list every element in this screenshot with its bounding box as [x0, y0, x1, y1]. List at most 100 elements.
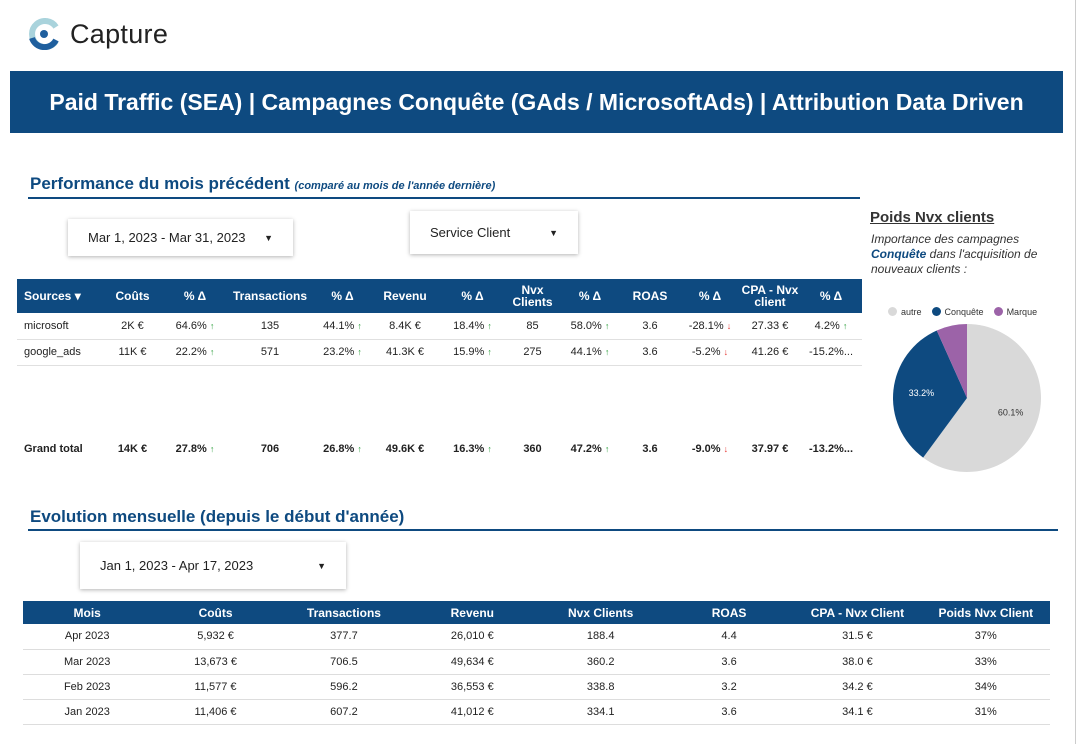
- table-row: Jan 2023 11,406 €607.2 41,012 €334.1 3.6 34.…: [23, 699, 1050, 725]
- capture-logo-icon: [29, 18, 59, 50]
- table-cell: 14K €: [100, 437, 165, 461]
- cell-value: 58.0%: [570, 319, 602, 332]
- table-cell: 26,010 €: [408, 624, 537, 650]
- legend-item: Conquête: [931, 307, 984, 317]
- legend-swatch: [993, 307, 1003, 316]
- arrow-up-icon: ↑: [209, 320, 215, 331]
- sources-sort-header[interactable]: Sources ▾: [17, 279, 100, 313]
- arrow-down-icon: ↓: [726, 320, 732, 331]
- logo-text: Capture: [70, 18, 169, 49]
- column-header: % Δ: [440, 279, 505, 313]
- section-performance-title: Performance du mois précédent (comparé a…: [30, 174, 495, 194]
- table-cell: -28.1% ↓: [680, 313, 740, 340]
- cell-value: 275: [523, 346, 542, 358]
- cell-value: 2K €: [121, 319, 144, 332]
- cell-value: 16.3%: [453, 443, 485, 455]
- arrow-up-icon: ↑: [209, 444, 215, 454]
- column-header: ROAS: [664, 601, 794, 624]
- table-cell: 27.33 €: [740, 313, 800, 340]
- cell-value: 64.6%: [175, 319, 207, 332]
- cell-value: -28.1%: [688, 319, 724, 332]
- legend-swatch: [888, 307, 897, 316]
- service-dropdown[interactable]: Service Client ▼: [410, 211, 578, 254]
- column-header: Revenu: [408, 601, 537, 624]
- monthly-table: Mois Coûts Transactions Revenu Nvx Clients RO…: [23, 601, 1050, 725]
- divider: [28, 197, 860, 199]
- spacer: [17, 365, 862, 437]
- table-cell: 47.2% ↑: [560, 437, 620, 461]
- cell-value: 14K €: [117, 443, 148, 455]
- cell-value: 22.2%: [175, 346, 207, 358]
- pie-slice-autre[interactable]: [923, 324, 1041, 472]
- table-cell: 49.6K €: [370, 437, 440, 461]
- column-header: % Δ: [165, 279, 225, 313]
- table-cell: 3.2: [664, 674, 794, 700]
- page-banner: Paid Traffic (SEA) | Campagnes Conquête …: [10, 71, 1063, 133]
- table-cell: 31.5 €: [793, 624, 922, 650]
- column-header: Revenu: [370, 279, 440, 313]
- cell-value: -5.2%: [691, 346, 721, 358]
- cell-value: 571: [260, 346, 280, 358]
- pie-subtitle: Importance des campagnes Conquête dans l…: [871, 232, 1038, 276]
- table-cell: 44.1% ↑: [315, 313, 370, 340]
- column-header: % Δ: [680, 279, 740, 313]
- cell-value: 37.97 €: [751, 443, 789, 455]
- table-cell: -15.2%...: [800, 339, 862, 366]
- table-cell: 8.4K €: [370, 313, 440, 340]
- date-range-dropdown[interactable]: Mar 1, 2023 - Mar 31, 2023 ▼: [68, 219, 293, 256]
- table-cell: 33%: [921, 649, 1050, 675]
- pie-data-label: 33.2%: [909, 388, 935, 398]
- ytd-date-range-dropdown[interactable]: Jan 1, 2023 - Apr 17, 2023 ▼: [80, 542, 346, 589]
- table-cell: 44.1% ↑: [560, 339, 620, 366]
- cell-value: google_ads: [24, 346, 81, 358]
- cell-value: -9.0%: [691, 443, 721, 455]
- table-cell: 706: [225, 437, 315, 461]
- table-cell: 4.2% ↑: [800, 313, 862, 340]
- table-row: Feb 2023 11,577 €596.2 36,553 €338.8 3.2 34.…: [23, 674, 1050, 700]
- pie-slice-marque[interactable]: [936, 324, 967, 398]
- table-cell: 596.2: [279, 674, 409, 700]
- arrow-up-icon: ↑: [357, 320, 362, 331]
- table-cell: 3.6: [664, 649, 794, 675]
- cell-value: 49.6K €: [385, 443, 425, 455]
- pie-slice-conquête[interactable]: [893, 330, 967, 458]
- arrow-up-icon: ↑: [487, 347, 492, 357]
- arrow-down-icon: ↓: [723, 444, 729, 454]
- table-cell: 38.0 €: [793, 649, 922, 675]
- table-cell: Apr 2023: [23, 624, 152, 650]
- cell-value: 26.8%: [323, 443, 355, 455]
- legend-label: Marque: [1006, 307, 1038, 317]
- column-header: Transactions: [279, 601, 409, 624]
- table-cell: 27.8% ↑: [165, 437, 225, 461]
- table-cell: google_ads: [17, 339, 100, 366]
- table-cell: 607.2: [279, 699, 409, 725]
- column-header: Nvx Clients: [536, 601, 665, 624]
- table-cell: 188.4: [536, 624, 665, 650]
- cell-value: 23.2%: [323, 346, 355, 358]
- legend-label: Conquête: [944, 307, 984, 317]
- cell-value: 27.33 €: [751, 319, 789, 332]
- cell-value: 27.8%: [175, 443, 207, 455]
- table-cell: 338.8: [536, 674, 665, 700]
- table-cell: 34%: [921, 674, 1050, 700]
- table-cell: 13,673 €: [151, 649, 280, 675]
- table-cell: 3.6: [664, 699, 794, 725]
- table-cell: 360: [505, 437, 560, 461]
- table-cell: 34.1 €: [793, 699, 922, 725]
- column-header: CPA - Nvx Client: [793, 601, 922, 624]
- table-cell: 22.2% ↑: [165, 339, 225, 366]
- table-cell: 3.6: [620, 437, 680, 461]
- cell-value: 85: [526, 319, 539, 332]
- table-cell: 23.2% ↑: [315, 339, 370, 366]
- cell-value: 18.4%: [453, 319, 485, 332]
- table-cell: 16.3% ↑: [440, 437, 505, 461]
- table-cell: 275: [505, 339, 560, 366]
- cell-value: 41.3K €: [386, 346, 424, 358]
- service-value: Service Client: [430, 225, 511, 240]
- arrow-up-icon: ↑: [357, 347, 362, 357]
- table-cell: 41,012 €: [408, 699, 537, 725]
- pie-data-label: 60.1%: [998, 407, 1024, 417]
- legend-item: autre: [888, 307, 922, 317]
- arrow-up-icon: ↑: [487, 444, 492, 454]
- cell-value: 8.4K €: [389, 319, 421, 332]
